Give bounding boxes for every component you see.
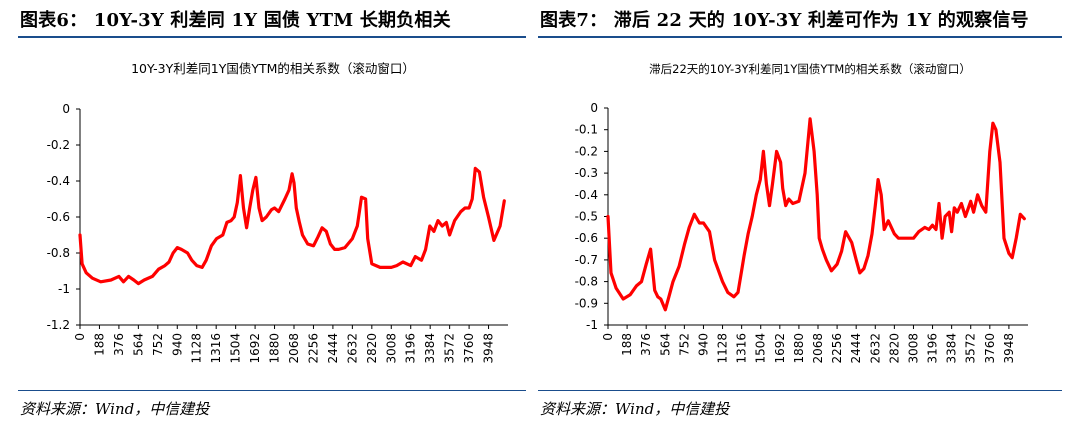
x-tick-label: 3760	[462, 333, 476, 364]
y-tick-label: -0.8	[47, 246, 70, 260]
x-tick-label: 1880	[792, 333, 806, 364]
y-tick-label: -0.2	[47, 138, 70, 152]
y-tick-label: -0.4	[47, 174, 70, 188]
series-line	[606, 117, 1026, 312]
x-tick-label: 940	[170, 333, 184, 356]
x-tick-label: 564	[131, 333, 145, 356]
y-tick-label: -0.7	[575, 253, 598, 267]
x-tick-label: 3384	[945, 333, 959, 364]
x-tick-label: 1504	[754, 333, 768, 364]
x-tick-label: 1692	[248, 333, 262, 364]
y-tick-label: -0.5	[575, 210, 598, 224]
x-tick-label: 2256	[830, 333, 844, 364]
x-tick-label: 0	[601, 333, 615, 341]
x-tick-label: 3572	[964, 333, 978, 364]
x-tick-label: 3384	[423, 333, 437, 364]
figure-6-title: 图表6： 10Y-3Y 利差同 1Y 国债 YTM 长期负相关	[20, 10, 451, 31]
x-tick-label: 752	[677, 333, 691, 356]
x-tick-label: 1504	[229, 333, 243, 364]
x-tick-label: 2068	[811, 333, 825, 364]
x-tick-label: 3008	[906, 333, 920, 364]
x-tick-label: 3948	[482, 333, 496, 364]
x-tick-label: 752	[151, 333, 165, 356]
x-tick-label: 3196	[926, 333, 940, 364]
x-tick-label: 2068	[287, 333, 301, 364]
x-tick-label: 2820	[365, 333, 379, 364]
x-tick-label: 2632	[345, 333, 359, 364]
y-tick-label: -0.9	[575, 296, 598, 310]
x-tick-label: 3008	[384, 333, 398, 364]
figure-6-source: 资料来源：Wind，中信建投	[20, 400, 210, 418]
y-tick-label: -0.2	[575, 144, 598, 158]
x-tick-label: 1316	[209, 333, 223, 364]
chart-title: 10Y-3Y利差同1Y国债YTM的相关系数（滚动窗口）	[131, 61, 415, 76]
x-tick-label: 188	[92, 333, 106, 356]
x-tick-label: 1880	[268, 333, 282, 364]
figure-7-title: 图表7： 滞后 22 天的 10Y-3Y 利差可作为 1Y 的观察信号	[540, 10, 1029, 31]
figure-6-bottom-rule	[18, 390, 526, 391]
y-tick-label: -0.6	[47, 210, 70, 224]
x-tick-label: 376	[112, 333, 126, 356]
chart-title: 滞后22天的10Y-3Y利差同1Y国债YTM的相关系数（滚动窗口）	[649, 62, 971, 76]
y-tick-label: -0.8	[575, 275, 598, 289]
x-tick-label: 940	[696, 333, 710, 356]
x-tick-label: 376	[639, 333, 653, 356]
figure-7-source: 资料来源：Wind，中信建投	[540, 400, 730, 418]
y-tick-label: -0.4	[575, 188, 598, 202]
x-tick-label: 564	[658, 333, 672, 356]
x-tick-label: 2632	[868, 333, 882, 364]
x-tick-label: 1692	[773, 333, 787, 364]
series-line	[78, 166, 506, 286]
x-tick-label: 0	[73, 333, 87, 341]
x-tick-label: 3196	[404, 333, 418, 364]
x-tick-label: 2256	[306, 333, 320, 364]
x-tick-label: 2444	[326, 333, 340, 364]
figure-7-top-rule	[538, 36, 1062, 38]
x-tick-label: 1316	[735, 333, 749, 364]
x-tick-label: 1128	[190, 333, 204, 364]
x-tick-label: 1128	[716, 333, 730, 364]
y-tick-label: -1.2	[47, 318, 70, 332]
figure-7-bottom-rule	[538, 390, 1062, 391]
x-tick-label: 2444	[849, 333, 863, 364]
y-tick-label: -0.3	[575, 166, 598, 180]
figure-6-top-rule	[18, 36, 526, 38]
x-tick-label: 188	[620, 333, 634, 356]
y-tick-label: 0	[590, 101, 598, 115]
y-tick-label: -1	[58, 282, 70, 296]
y-tick-label: 0	[62, 102, 70, 116]
y-tick-label: -1	[586, 318, 598, 332]
x-tick-label: 2820	[887, 333, 901, 364]
x-tick-label: 3572	[443, 333, 457, 364]
y-tick-label: -0.1	[575, 123, 598, 137]
figure-7-chart: 滞后22天的10Y-3Y利差同1Y国债YTM的相关系数（滚动窗口） 0 -0.1 -0…	[575, 62, 1028, 364]
figure-6-chart: 10Y-3Y利差同1Y国债YTM的相关系数（滚动窗口） 0 -0.2 -0.4 -0.6…	[47, 61, 508, 364]
y-tick-label: -0.6	[575, 231, 598, 245]
x-tick-label: 3948	[1002, 333, 1016, 364]
x-tick-label: 3760	[983, 333, 997, 364]
